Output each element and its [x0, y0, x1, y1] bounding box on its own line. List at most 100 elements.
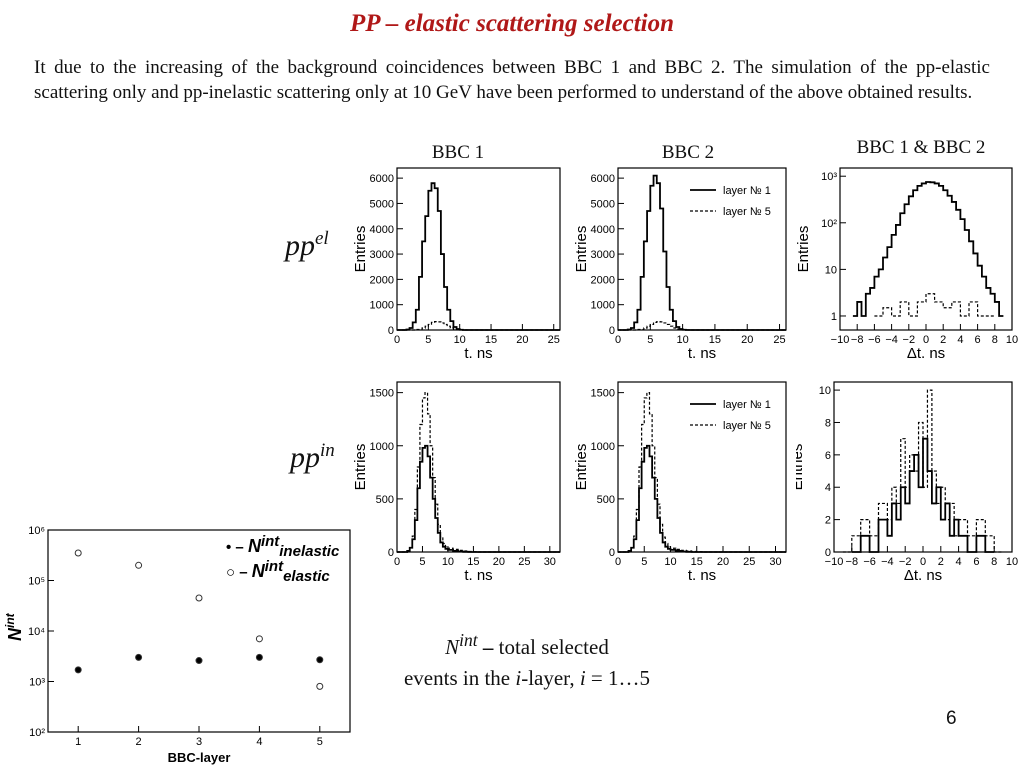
legend-prefix: • –	[226, 539, 248, 556]
y-tick-label: 3000	[591, 249, 615, 261]
y-tick-label: 1500	[591, 388, 615, 400]
x-tick-label: 20	[516, 334, 528, 346]
y-tick-label: 6000	[591, 173, 615, 185]
point-inelastic	[74, 666, 82, 674]
x-tick-label: 10	[1006, 556, 1018, 568]
x-tick-label: 5	[647, 334, 653, 346]
point-inelastic	[195, 657, 203, 665]
y-tick-label: 2000	[370, 274, 394, 286]
y-tick-label: 10⁶	[28, 525, 45, 537]
y-tick-label: 1000	[370, 441, 394, 453]
row-label-ppel: ppel	[285, 228, 329, 263]
x-tick-label: −4	[881, 556, 894, 568]
series-line-solid	[618, 444, 786, 553]
legend-label: layer № 5	[723, 420, 771, 432]
caption: Nint – total selected events in the i-la…	[362, 625, 692, 694]
series-line-dashed	[842, 389, 1004, 553]
x-tick-label: 6	[975, 334, 981, 346]
caption-line1: Nint – total selected	[362, 625, 692, 663]
series-line-dashed	[397, 392, 560, 553]
x-tick-label: 10	[442, 556, 454, 568]
x-tick-label: 25	[743, 556, 755, 568]
x-axis-label: t, ns	[464, 345, 492, 358]
x-tick-label: 30	[544, 556, 556, 568]
x-axis-label: t, ns	[688, 345, 716, 358]
caption-i1: i	[515, 666, 522, 690]
x-tick-label: 2	[938, 556, 944, 568]
x-tick-label: 25	[518, 556, 530, 568]
y-axis-label: Entries	[352, 226, 369, 273]
y-axis-label: Entries	[573, 444, 590, 491]
point-inelastic	[255, 653, 263, 661]
y-tick-label: 6	[825, 450, 831, 462]
x-tick-label: 5	[317, 736, 323, 748]
y-axis-label: Entries	[573, 226, 590, 273]
x-tick-label: 0	[923, 334, 929, 346]
x-tick-label: 8	[991, 556, 997, 568]
x-tick-label: 0	[394, 556, 400, 568]
x-axis-label: Δt, ns	[904, 567, 942, 580]
y-axis-label: Entries	[796, 444, 806, 491]
legend-prefix: ○ –	[226, 564, 252, 581]
y-axis-label-sup: int	[3, 612, 17, 628]
y-tick-label: 2	[825, 515, 831, 527]
x-tick-label: 6	[973, 556, 979, 568]
legend-sup: int	[265, 558, 284, 575]
x-tick-label: −4	[885, 334, 898, 346]
caption-text2b: -layer,	[521, 666, 580, 690]
series-line-solid	[618, 174, 786, 331]
x-tick-label: 4	[256, 736, 262, 748]
x-tick-label: 0	[615, 556, 621, 568]
legend-entry: • – Nintinelastic	[226, 533, 340, 560]
series-line-solid	[852, 181, 1004, 317]
caption-sup: int	[459, 630, 478, 650]
y-tick-label: 0	[609, 325, 615, 337]
row-label-ppel-base: pp	[285, 229, 315, 262]
x-tick-label: 5	[425, 334, 431, 346]
series-line-dashed	[618, 321, 786, 331]
point-elastic	[255, 635, 263, 643]
x-tick-label: 25	[773, 334, 785, 346]
x-tick-label: −8	[851, 334, 864, 346]
legend-label: layer № 5	[723, 206, 771, 218]
series-line-dashed	[618, 392, 786, 553]
series-line-solid	[851, 437, 995, 553]
legend-label: layer № 1	[723, 185, 771, 197]
series-line-solid	[397, 444, 560, 553]
page-number: 6	[946, 708, 957, 729]
y-tick-label: 5000	[370, 198, 394, 210]
y-tick-label: 10	[825, 264, 837, 276]
point-inelastic	[316, 656, 324, 664]
y-tick-label: 0	[388, 547, 394, 559]
chart-el-bbc1: 0 5 10 15 20 25 0 1000 2000 3000 4000 5000 6000 t, ns…	[352, 167, 561, 358]
legend-entry: ○ – Nintelastic	[226, 558, 330, 585]
chart-in-bbc1: 0 5 10 15 20 25 30 0 500 1000 1500 t, ns Entries	[352, 381, 561, 580]
x-tick-label: 15	[467, 556, 479, 568]
series-line-solid	[397, 182, 560, 331]
row-label-ppel-sup: el	[315, 228, 329, 249]
point-inelastic	[135, 653, 143, 661]
x-tick-label: −6	[863, 556, 876, 568]
x-tick-label: 20	[741, 334, 753, 346]
y-tick-label: 10²	[29, 727, 45, 739]
y-tick-label: 6000	[370, 173, 394, 185]
y-tick-label: 2000	[591, 274, 615, 286]
x-tick-label: 3	[196, 736, 202, 748]
x-tick-label: −10	[825, 556, 844, 568]
point-elastic	[135, 561, 143, 569]
y-axis-label: Entries	[796, 226, 812, 273]
x-tick-label: 4	[957, 334, 963, 346]
plot-frame	[396, 381, 561, 553]
x-tick-label: 5	[419, 556, 425, 568]
y-tick-label: 0	[388, 325, 394, 337]
y-tick-label: 1000	[591, 441, 615, 453]
y-tick-label: 3000	[370, 249, 394, 261]
x-tick-label: 10	[1006, 334, 1018, 346]
y-tick-label: 4	[825, 482, 831, 494]
x-tick-label: 0	[615, 334, 621, 346]
x-tick-label: 5	[641, 556, 647, 568]
point-elastic	[74, 549, 82, 557]
caption-text2a: events in the	[403, 666, 516, 690]
